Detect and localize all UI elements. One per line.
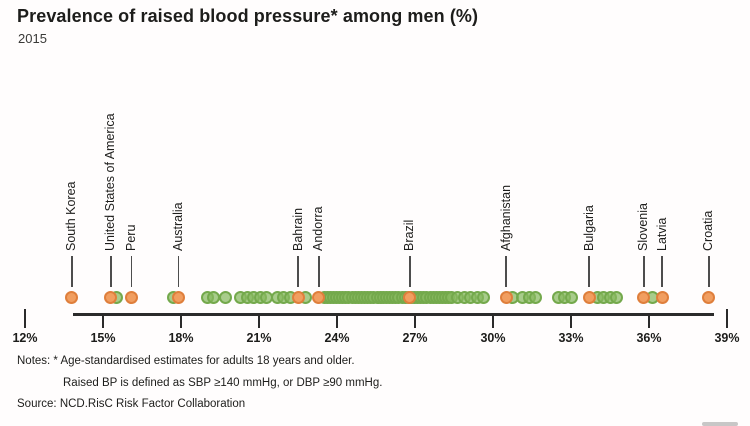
leader-line [409, 256, 411, 287]
data-dot-highlighted-country [655, 290, 669, 304]
country-label: Latvia [654, 217, 669, 251]
data-dot-highlighted-country [104, 290, 118, 304]
source-note: Source: NCD.RisC Risk Factor Collaborati… [17, 398, 246, 410]
data-dot-highlighted-country [582, 290, 596, 304]
data-dot-other-country [610, 290, 623, 304]
tick-label: 24% [324, 331, 350, 345]
cropped-edge-artifact [702, 422, 738, 426]
tick-mark [414, 315, 416, 328]
leader-line [177, 256, 180, 287]
tick-label: 27% [402, 331, 428, 345]
data-dot-highlighted-country [637, 290, 651, 304]
data-dot-other-country [218, 290, 232, 304]
tick-mark [492, 315, 494, 328]
data-dot-highlighted-country [171, 290, 185, 304]
country-label: Bahrain [290, 207, 305, 251]
country-label: Brazil [402, 219, 417, 251]
tick-label: 15% [90, 331, 116, 345]
data-dot-other-country [477, 290, 491, 304]
tick-label: 36% [636, 331, 662, 345]
tick-mark [648, 315, 650, 328]
tick-label: 12% [12, 331, 38, 345]
tick-mark [258, 315, 260, 328]
tick-label: 33% [558, 331, 584, 345]
country-label: Afghanistan [498, 184, 513, 251]
tick-mark [570, 315, 572, 328]
country-label: Croatia [701, 210, 716, 251]
country-label: South Korea [64, 181, 79, 252]
leader-line [110, 256, 112, 287]
chart-subtitle-year: 2015 [18, 31, 47, 46]
leader-line [661, 256, 663, 287]
page-title: Prevalence of raised blood pressure* amo… [17, 6, 479, 26]
data-dot-other-country [564, 290, 578, 304]
x-axis-line [73, 313, 714, 316]
country-label: Australia [170, 202, 185, 251]
tick-label: 18% [168, 331, 194, 345]
country-label: Slovenia [636, 203, 651, 251]
leader-line [297, 256, 299, 287]
data-dot-highlighted-country [702, 290, 716, 304]
leader-line [588, 256, 590, 287]
data-dot-highlighted-country [403, 290, 417, 304]
data-dot-highlighted-country [499, 290, 513, 304]
country-label: Bulgaria [581, 205, 596, 251]
data-dot-highlighted-country [291, 290, 305, 304]
note-age-standardised: Notes: * Age-standardised estimates for … [17, 355, 355, 367]
tick-label: 30% [480, 331, 506, 345]
leader-line [505, 256, 507, 287]
tick-mark [102, 315, 104, 328]
leader-line [318, 256, 320, 287]
note-bp-definition: Raised BP is defined as SBP ≥140 mmHg, o… [63, 377, 383, 389]
dot-strip-plot: South Korea United States of America Peru A… [12, 113, 740, 345]
leader-line [71, 256, 73, 287]
tick-mark [24, 309, 26, 328]
tick-mark [180, 315, 182, 328]
tick-label: 39% [714, 331, 740, 345]
data-dot-highlighted-country [65, 290, 79, 304]
tick-mark [726, 309, 728, 328]
tick-mark [336, 315, 338, 328]
data-dot-highlighted-country [312, 290, 326, 304]
country-label: Andorra [311, 206, 326, 251]
data-dot-other-country [529, 290, 543, 304]
leader-line [130, 256, 133, 287]
leader-line [708, 256, 710, 287]
country-label: Peru [124, 224, 139, 251]
leader-line [643, 256, 645, 287]
data-dot-highlighted-country [125, 290, 139, 304]
tick-label: 21% [246, 331, 272, 345]
country-label: United States of America [103, 113, 118, 251]
